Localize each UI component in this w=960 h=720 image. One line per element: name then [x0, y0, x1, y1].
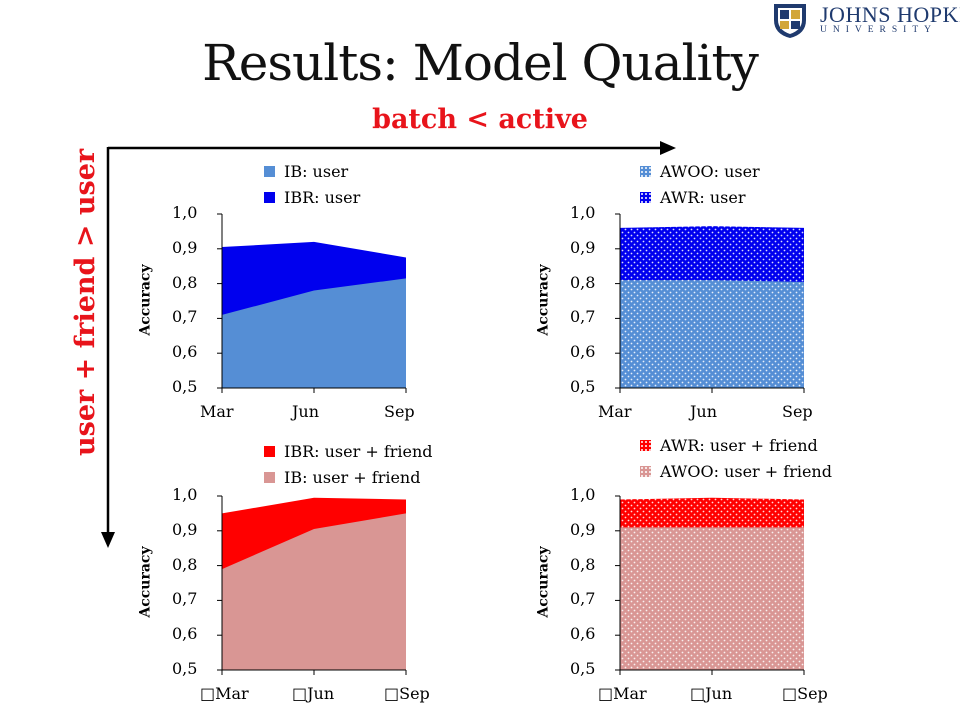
legend-swatch	[264, 445, 275, 457]
legend-swatch	[264, 191, 275, 203]
area-ib-user	[222, 278, 406, 388]
chart-svg	[217, 213, 407, 393]
chart-legend: IBR: user + friend IB: user + friend	[264, 438, 433, 490]
area-awoo-user-friend	[620, 527, 804, 670]
legend-item: IB: user + friend	[264, 464, 433, 490]
legend-swatch	[640, 191, 651, 203]
y-tick-label: 0,8	[172, 272, 198, 292]
y-tick-label: 0,8	[570, 554, 596, 574]
legend-label: AWOO: user + friend	[660, 461, 832, 481]
y-tick-label: 1,0	[570, 485, 596, 504]
legend-swatch	[640, 439, 651, 451]
legend-item: AWR: user	[640, 184, 760, 210]
y-tick-label: 1,0	[570, 203, 596, 222]
y-tick-label: 0,6	[172, 624, 198, 644]
chart-svg	[615, 495, 805, 675]
area-awoo-user	[620, 280, 804, 388]
x-tick-label: Jun	[292, 402, 320, 421]
legend-item: IB: user	[264, 158, 360, 184]
shield-icon	[774, 4, 806, 38]
y-tick-label: 0,5	[172, 377, 198, 396]
y-axis-title: Accuracy	[535, 546, 552, 618]
y-tick-label: 0,7	[570, 589, 596, 609]
y-tick-label: 1,0	[172, 485, 198, 504]
y-axis-title: Accuracy	[137, 546, 154, 618]
chart-panel-ib-user-friend: 0,5 0,6 0,7 0,8 0,9 1,0 □Mar □Jun □Sep Accuracy IB…	[130, 432, 450, 712]
area-ib-user-friend	[222, 513, 406, 670]
vertical-arrowhead	[101, 532, 115, 548]
legend-swatch	[640, 465, 651, 477]
chart-panel-aw-user: 0,5 0,6 0,7 0,8 0,9 1,0 Mar Jun Sep Accuracy AWOO:…	[528, 150, 848, 430]
x-tick-label: □Sep	[384, 684, 430, 703]
y-tick-label: 0,6	[570, 342, 596, 362]
logo-name: JOHNS HOPKINS	[820, 2, 960, 27]
legend-item: AWOO: user + friend	[640, 458, 832, 484]
legend-label: IBR: user + friend	[284, 441, 433, 461]
legend-label: IB: user	[284, 161, 349, 181]
y-tick-label: 0,7	[570, 307, 596, 327]
legend-label: IB: user + friend	[284, 467, 421, 487]
x-tick-label: Mar	[598, 402, 632, 421]
legend-swatch	[640, 165, 651, 177]
y-tick-label: 0,8	[172, 554, 198, 574]
legend-label: AWR: user	[660, 187, 746, 207]
legend-item: IBR: user	[264, 184, 360, 210]
x-tick-label: □Jun	[292, 684, 335, 703]
x-tick-label: □Jun	[690, 684, 733, 703]
y-tick-label: 0,5	[570, 377, 596, 396]
y-tick-label: 0,5	[570, 659, 596, 678]
y-tick-label: 0,7	[172, 307, 198, 327]
chart-legend: IB: user IBR: user	[264, 158, 360, 210]
y-tick-label: 0,6	[570, 624, 596, 644]
y-tick-label: 0,5	[172, 659, 198, 678]
y-axis-title: Accuracy	[535, 264, 552, 336]
legend-item: IBR: user + friend	[264, 438, 433, 464]
y-tick-label: 1,0	[172, 203, 198, 222]
y-tick-label: 0,9	[570, 519, 596, 539]
y-tick-label: 0,7	[172, 589, 198, 609]
legend-label: AWOO: user	[660, 161, 760, 181]
legend-label: AWR: user + friend	[660, 435, 818, 455]
column-axis-label: batch < active	[372, 104, 588, 135]
chart-svg	[615, 213, 805, 393]
y-tick-label: 0,9	[172, 519, 198, 539]
legend-item: AWR: user + friend	[640, 432, 832, 458]
y-axis-title: Accuracy	[137, 264, 154, 336]
horizontal-arrowhead	[660, 141, 676, 155]
x-tick-label: □Mar	[598, 684, 647, 703]
legend-swatch	[264, 471, 275, 483]
logo-subname: UNIVERSITY	[820, 25, 937, 35]
chart-legend: AWOO: user AWR: user	[640, 158, 760, 210]
y-tick-label: 0,9	[570, 237, 596, 257]
x-tick-label: Sep	[384, 402, 415, 421]
y-tick-label: 0,8	[570, 272, 596, 292]
y-tick-label: 0,6	[172, 342, 198, 362]
y-tick-label: 0,9	[172, 237, 198, 257]
legend-label: IBR: user	[284, 187, 361, 207]
legend-item: AWOO: user	[640, 158, 760, 184]
x-tick-label: Jun	[690, 402, 718, 421]
chart-panel-aw-user-friend: 0,5 0,6 0,7 0,8 0,9 1,0 □Mar □Jun □Sep Accuracy AW…	[528, 432, 848, 712]
x-tick-label: □Sep	[782, 684, 828, 703]
x-tick-label: Sep	[782, 402, 813, 421]
legend-swatch	[264, 165, 275, 177]
slide-title: Results: Model Quality	[202, 34, 759, 92]
chart-legend: AWR: user + friend AWOO: user + friend	[640, 432, 832, 484]
university-logo: JOHNS HOPKINS UNIVERSITY	[770, 0, 960, 42]
chart-svg	[217, 495, 407, 675]
x-tick-label: Mar	[200, 402, 234, 421]
x-tick-label: □Mar	[200, 684, 249, 703]
chart-panel-ib-user: 0,5 0,6 0,7 0,8 0,9 1,0 Mar Jun Sep Accuracy IB: u…	[130, 150, 450, 430]
logo-wordmark: JOHNS HOPKINS UNIVERSITY	[820, 2, 960, 35]
